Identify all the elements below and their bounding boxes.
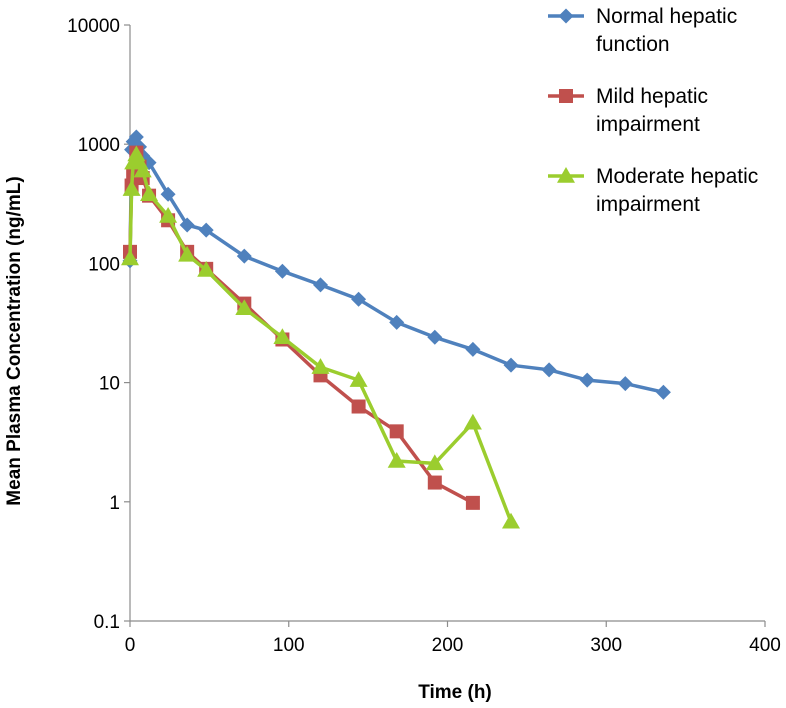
x-tick-label: 100 [273, 635, 305, 656]
data-point [617, 376, 633, 392]
legend-entry: Moderate hepatic impairment [548, 165, 758, 216]
y-tick-label: 10 [99, 374, 120, 395]
y-tick-label: 10000 [67, 16, 120, 37]
data-point [198, 222, 214, 238]
data-point [178, 245, 197, 262]
legend-label: impairment [596, 113, 700, 136]
data-point [140, 185, 159, 202]
data-point [389, 314, 405, 330]
series-square [123, 145, 480, 510]
legend-label: Moderate hepatic [596, 165, 758, 188]
x-tick-label: 300 [590, 635, 622, 656]
x-axis-title: Time (h) [418, 682, 492, 703]
axes-layer: 0.1 1 10 100 1000 10000 0 100 200 300 400 [67, 16, 781, 656]
legend-label: impairment [596, 193, 700, 216]
series-triangle [121, 145, 520, 529]
legend-marker [557, 167, 575, 183]
legend-label: Normal hepatic [596, 5, 737, 28]
data-point [463, 413, 482, 430]
data-point [502, 512, 520, 529]
data-point [425, 454, 444, 471]
data-point [236, 248, 252, 264]
series-line [128, 150, 474, 505]
series-layer [121, 129, 671, 529]
data-point [349, 371, 368, 387]
y-tick-label: 1 [109, 493, 120, 514]
x-tick-label: 400 [749, 635, 781, 656]
x-tick-label: 200 [432, 635, 464, 656]
legend-label: function [596, 33, 670, 56]
data-point [427, 475, 442, 490]
legend-marker [559, 89, 573, 103]
legend-marker [558, 8, 574, 24]
data-point [159, 206, 178, 223]
data-point [351, 399, 366, 414]
data-point [541, 362, 557, 378]
data-point [427, 329, 443, 345]
data-point [121, 249, 139, 266]
data-point [465, 495, 480, 510]
data-point [655, 384, 671, 400]
data-point [133, 161, 152, 178]
data-point [274, 263, 290, 279]
x-tick-label: 0 [125, 635, 136, 656]
legend-entry: Normal hepatic function [548, 5, 737, 56]
y-axis-title: Mean Plasma Concentration (ng/mL) [4, 176, 25, 505]
data-point [273, 328, 292, 345]
data-point [311, 358, 330, 374]
data-point [160, 186, 176, 202]
data-point [179, 217, 195, 233]
legend-label: Mild hepatic [596, 85, 708, 108]
data-point [579, 372, 595, 388]
data-point [503, 357, 519, 373]
data-point [313, 277, 328, 293]
y-tick-label: 0.1 [94, 612, 120, 633]
y-tick-label: 1000 [78, 135, 120, 156]
series-line [128, 152, 513, 523]
data-point [465, 341, 481, 357]
data-point [197, 261, 216, 277]
data-point [387, 451, 406, 468]
data-point [389, 424, 404, 439]
data-point [351, 291, 367, 307]
data-point [122, 180, 141, 196]
data-point [235, 299, 254, 316]
y-tick-label: 100 [88, 254, 120, 275]
legend: Normal hepatic function Mild hepatic impair… [548, 5, 758, 216]
legend-entry: Mild hepatic impairment [548, 85, 708, 136]
